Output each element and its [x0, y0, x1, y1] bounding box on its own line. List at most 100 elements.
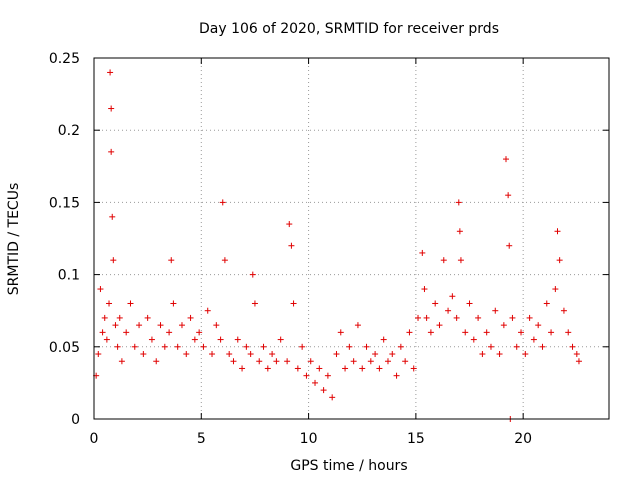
data-point [99, 329, 106, 336]
data-point [513, 343, 520, 350]
data-point [556, 257, 563, 264]
data-point [406, 329, 413, 336]
data-point [123, 329, 130, 336]
x-tick-label: 20 [514, 431, 532, 447]
data-point [372, 351, 379, 358]
data-point [226, 351, 233, 358]
data-point [106, 300, 113, 307]
data-point [329, 394, 336, 401]
data-point [166, 329, 173, 336]
data-point [196, 329, 203, 336]
data-point [95, 351, 102, 358]
x-tick-label: 5 [197, 431, 206, 447]
data-point [187, 314, 194, 321]
data-point [183, 351, 190, 358]
data-point [294, 365, 301, 372]
data-point [509, 314, 516, 321]
x-tick-label: 0 [90, 431, 99, 447]
data-point [436, 322, 443, 329]
data-point [479, 351, 486, 358]
data-point [307, 358, 314, 365]
data-point [554, 228, 561, 235]
data-point [200, 343, 207, 350]
data-point [384, 358, 391, 365]
data-point [239, 365, 246, 372]
data-point [108, 148, 115, 155]
data-point [445, 307, 452, 314]
data-point [157, 322, 164, 329]
data-point [500, 322, 507, 329]
y-tick-label: 0.2 [58, 123, 80, 139]
data-point [112, 322, 119, 329]
data-point [487, 343, 494, 350]
data-point [526, 314, 533, 321]
data-point [174, 343, 181, 350]
data-point [380, 336, 387, 343]
data-point [277, 336, 284, 343]
plot-frame [93, 57, 610, 420]
data-point [131, 343, 138, 350]
data-point [168, 257, 175, 264]
x-axis-label: GPS time / hours [290, 458, 407, 474]
data-point [393, 372, 400, 379]
data-point [337, 329, 344, 336]
data-point [453, 314, 460, 321]
data-point [140, 351, 147, 358]
data-point [410, 365, 417, 372]
data-point [127, 300, 134, 307]
data-point [543, 300, 550, 307]
data-point [234, 336, 241, 343]
data-point [503, 156, 509, 163]
data-point [109, 213, 116, 220]
data-point [118, 358, 125, 365]
data-point [350, 358, 357, 365]
data-point [470, 336, 477, 343]
data-point [116, 314, 123, 321]
x-tick-label: 15 [407, 431, 425, 447]
data-point [97, 286, 104, 293]
y-tick-label: 0.25 [49, 51, 80, 67]
data-point [219, 199, 226, 206]
data-point [466, 300, 473, 307]
y-tick-label: 0.1 [58, 268, 80, 284]
data-point [565, 329, 572, 336]
data-point [290, 300, 297, 307]
data-point [312, 379, 319, 386]
data-point [144, 314, 151, 321]
data-point [342, 365, 349, 372]
data-point [575, 358, 582, 365]
data-point [359, 365, 366, 372]
y-tick-label: 0.05 [49, 340, 80, 356]
data-point [475, 314, 482, 321]
axis-ticks: 0 5 10 15 20 0 0.05 0.1 0.15 0.2 0.25 [49, 51, 609, 447]
data-point [522, 351, 529, 358]
data-point [530, 336, 537, 343]
data-point [456, 228, 463, 235]
data-point [560, 307, 567, 314]
data-point [376, 365, 383, 372]
data-point [354, 322, 361, 329]
x-tick-label: 10 [300, 431, 318, 447]
data-point [110, 257, 117, 264]
data-point [284, 358, 291, 365]
data-point [397, 343, 404, 350]
data-point [217, 336, 224, 343]
data-point [432, 300, 439, 307]
data-point [108, 105, 115, 112]
chart-title: Day 106 of 2020, SRMTID for receiver prd… [199, 21, 499, 37]
data-point [421, 286, 428, 293]
data-point [449, 293, 456, 300]
data-point [423, 314, 430, 321]
data-point [367, 358, 374, 365]
data-point [269, 351, 276, 358]
data-point [427, 329, 434, 336]
data-point [204, 307, 211, 314]
data-point [346, 343, 353, 350]
data-point [320, 387, 327, 394]
data-point [264, 365, 271, 372]
data-point [457, 257, 464, 264]
y-tick-label: 0 [71, 412, 80, 428]
data-point [209, 351, 216, 358]
y-axis-label: SRMTID / TECUs [6, 183, 22, 296]
data-point [288, 242, 295, 249]
